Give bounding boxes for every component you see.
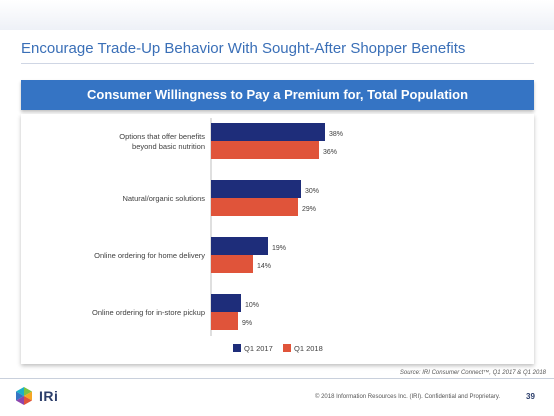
iri-logo-mark-icon [16,387,32,405]
bar-q1-2018 [211,312,238,330]
legend-swatch [283,344,291,352]
footer-divider [0,378,554,379]
slide-title: Encourage Trade-Up Behavior With Sought-… [21,40,466,57]
category-label: beyond basic nutrition [132,142,205,151]
logo-text: IRi [39,388,59,404]
top-band [0,0,554,30]
bar-q1-2017 [211,123,325,141]
title-divider [21,63,534,64]
data-label: 19% [272,245,286,252]
bar-q1-2017 [211,294,241,312]
copyright: © 2018 Information Resources Inc. (IRI).… [315,394,501,400]
category-label: Online ordering for in-store pickup [92,308,205,317]
data-label: 36% [323,149,337,156]
legend-label: Q1 2018 [294,344,323,353]
data-label: 10% [245,302,259,309]
chart-title: Consumer Willingness to Pay a Premium fo… [21,80,534,110]
iri-logo: IRi [14,384,58,408]
page-number: 39 [526,392,535,401]
bar-q1-2017 [211,180,301,198]
data-label: 38% [329,131,343,138]
bar-q1-2018 [211,198,298,216]
source-note: Source: IRI Consumer Connect™, Q1 2017 &… [399,370,546,376]
data-label: 9% [242,320,252,327]
category-label: Online ordering for home delivery [94,251,205,260]
bar-q1-2017 [211,237,268,255]
legend-swatch [233,344,241,352]
bar-q1-2018 [211,255,253,273]
data-label: 30% [305,188,319,195]
bar-q1-2018 [211,141,319,159]
category-label: Natural/organic solutions [122,194,205,203]
legend-label: Q1 2017 [244,344,273,353]
data-label: 14% [257,263,271,270]
chart-panel: Options that offer benefits beyond basic … [21,114,534,364]
data-label: 29% [302,206,316,213]
category-label: Options that offer benefits [119,132,205,141]
